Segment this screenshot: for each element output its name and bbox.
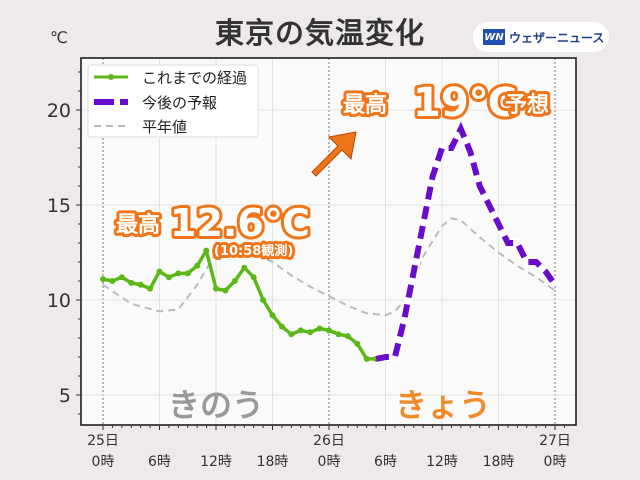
x-tick-day-label: 27日 [539,433,571,449]
forecast-series-line [375,121,558,362]
wn-logo-icon: WN [483,29,505,45]
observed-data-point [335,331,342,338]
forecast-high-prefix: 最高 [343,92,387,118]
observed-data-point [316,325,323,332]
observed-data-point [297,327,304,334]
observed-data-point [128,279,135,286]
x-tick-hour-label: 6時 [148,454,171,470]
observed-data-point [288,331,295,338]
x-tick-hour-label: 12時 [200,454,232,470]
observed-data-point [363,355,370,362]
observed-data-point [241,264,248,271]
observed-data-point [165,274,172,281]
observed-data-point [137,281,144,288]
observed-data-point [147,285,154,292]
legend-box [87,64,259,138]
y-tick-label: 5 [59,385,71,407]
y-tick-label: 15 [47,195,71,217]
grid-lines [81,58,576,425]
observed-data-point [269,312,276,319]
observed-data-point [213,285,219,292]
x-tick-day-label: 25日 [87,433,119,449]
observed-data-point [354,340,361,347]
legend-observed-marker [108,74,114,80]
logo-text: ウェザーニュース [509,30,605,45]
observed-data-point [203,247,210,254]
x-tick-hour-label: 0時 [544,454,567,470]
observed-data-point [278,323,285,330]
y-axis-unit: ℃ [50,28,68,47]
x-tick-hour-label: 12時 [426,454,458,470]
observed-data-point [184,270,191,277]
x-tick-hour-label: 6時 [374,454,397,470]
observed-data-point [175,270,182,277]
day-label-today: きょう [395,386,491,424]
observed-data-point [326,327,332,334]
observed-data-point [307,329,314,336]
observed-data-point [222,287,229,294]
observed-data-point [118,274,125,281]
arrow-up-right-icon [311,131,357,177]
observed-data-point [250,274,257,281]
x-tick-hour-label: 18時 [257,454,289,470]
chart-title: 東京の気温変化 [214,16,425,50]
axes: 5 10 15 20 25日 0時 6時 12時 18時 26日 0時 6時 12時 18時 27日 0時 [47,57,577,470]
observed-data-point [231,278,238,284]
x-tick-hour-label: 0時 [318,454,341,470]
past-high-note: (10:58観測) [214,243,293,259]
observed-data-point [109,278,116,284]
observed-data-point [194,262,201,269]
past-high-value: 12.6℃ [170,201,310,245]
observed-data-point [156,268,163,275]
x-tick-hour-label: 0時 [92,454,115,470]
day-label-yesterday: きのう [168,386,264,424]
observed-data-point [344,333,351,340]
past-high-prefix: 最高 [116,212,160,238]
forecast-high-value: 19℃ [413,80,517,126]
legend-normal-label: 平年値 [142,118,187,136]
legend-observed-label: これまでの経過 [142,69,247,87]
forecast-high-suffix: 予想 [505,93,549,118]
x-tick-hour-label: 18時 [483,454,515,470]
observed-data-point [260,297,267,303]
y-tick-label: 20 [47,100,71,122]
legend-forecast-label: 今後の予報 [142,94,217,112]
observed-data-point [100,276,106,283]
series-layer [100,121,559,364]
weathernews-logo: WN ウェザーニュース [473,22,609,52]
y-tick-label: 10 [47,290,71,312]
x-tick-day-label: 26日 [313,433,345,449]
